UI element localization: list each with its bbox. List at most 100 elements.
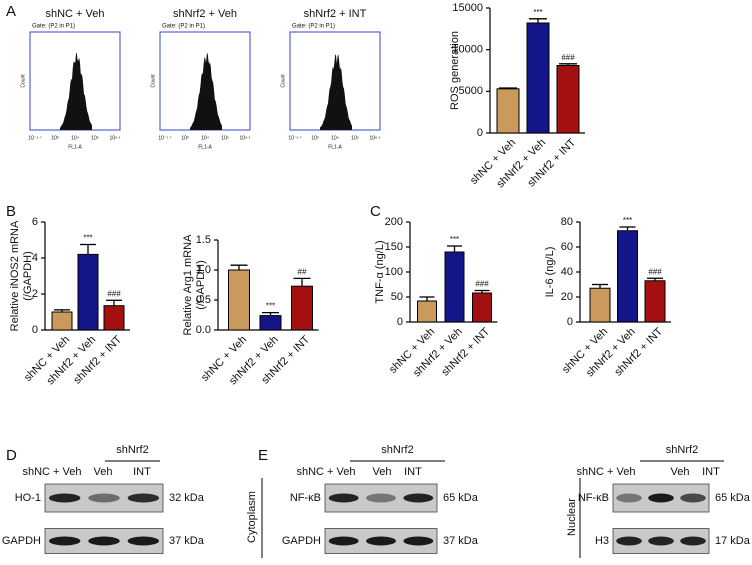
y-tick-label: 0.0 — [196, 324, 211, 336]
flow-tick-label: 10³ — [311, 135, 319, 141]
y-tick-label: 0.5 — [196, 294, 211, 306]
protein-label: NF-κB — [578, 492, 609, 504]
protein-label: HO-1 — [15, 492, 41, 504]
significance: *** — [623, 216, 632, 225]
size-label: 65 kDa — [715, 492, 751, 504]
flow-tick-label: 10⁴ — [331, 135, 339, 141]
y-tick-label: 20 — [561, 291, 573, 303]
flow-gate: Gate: (P2 in P1) — [162, 24, 205, 30]
bar — [617, 230, 638, 323]
panel-label: C — [370, 203, 381, 220]
panel-label: D — [6, 447, 17, 464]
lane-label: INT — [702, 466, 720, 478]
bar — [291, 285, 313, 331]
flow-tick-label: 10⁵ — [351, 135, 359, 141]
lane-label: shNC + Veh — [576, 466, 635, 478]
significance: *** — [266, 302, 275, 311]
compartment-label: Cytoplasm — [246, 491, 258, 543]
group-label: shNrf2 — [666, 444, 698, 456]
bar — [472, 292, 492, 323]
bar — [51, 311, 73, 331]
bar — [228, 269, 250, 331]
protein-label: GAPDH — [2, 535, 41, 547]
flow-histogram — [320, 54, 352, 130]
blot-band — [366, 536, 396, 546]
size-label: 37 kDa — [443, 535, 479, 547]
flow-tick-label: 10⁵ — [221, 135, 229, 141]
y-tick-label: 150 — [385, 241, 403, 253]
size-label: 37 kDa — [169, 535, 205, 547]
group-label: shNrf2 — [116, 444, 148, 456]
lane-label: Veh — [373, 466, 392, 478]
blot-band — [616, 536, 642, 546]
bar — [444, 251, 465, 323]
protein-label: H3 — [595, 535, 609, 547]
y-axis-label: (/GAPDH) — [22, 251, 34, 301]
blot-band — [403, 493, 434, 503]
significance: ### — [648, 267, 662, 276]
flow-tick-label: 10⁴ — [201, 135, 209, 141]
flow-xlabel: FL1-A — [328, 144, 342, 150]
flow-xlabel: FL1-A — [198, 144, 212, 150]
bar — [496, 88, 520, 134]
protein-label: NF-κB — [290, 492, 321, 504]
size-label: 17 kDa — [715, 535, 751, 547]
blot-band — [403, 536, 434, 546]
significance: ## — [298, 268, 307, 277]
flow-tick-label: 10⁵ — [91, 135, 99, 141]
bar — [526, 22, 550, 134]
blot-band — [680, 493, 706, 503]
flow-title: shNrf2 + Veh — [173, 8, 237, 20]
y-tick-label: 60 — [561, 241, 573, 253]
size-label: 32 kDa — [169, 492, 205, 504]
blot-band — [328, 536, 359, 546]
flow-tick-label: 10³ — [181, 135, 189, 141]
blot-band — [88, 493, 120, 503]
y-tick-label: 0 — [32, 324, 38, 336]
y-tick-label: 6 — [32, 216, 38, 228]
significance: *** — [450, 235, 459, 244]
flow-tick-label: 10⁶·¹ — [240, 135, 251, 141]
flow-title: shNrf2 + INT — [304, 8, 367, 20]
y-tick-label: 0 — [477, 127, 483, 139]
panel-label: A — [6, 3, 16, 20]
y-axis-label: ROS generation — [449, 31, 461, 110]
y-tick-label: 10000 — [452, 44, 483, 56]
flow-histogram — [190, 52, 222, 130]
blot-band — [648, 536, 674, 546]
flow-gate: Gate: (P2 in P1) — [32, 24, 75, 30]
lane-label: INT — [133, 466, 151, 478]
y-axis-label: IL-6 (ng/L) — [544, 247, 556, 298]
y-tick-label: 15000 — [452, 2, 483, 14]
size-label: 65 kDa — [443, 492, 479, 504]
bar — [103, 305, 125, 331]
y-tick-label: 80 — [561, 216, 573, 228]
flow-tick-label: 10⁶·¹ — [370, 135, 381, 141]
y-tick-label: 200 — [385, 216, 403, 228]
significance: *** — [533, 8, 542, 17]
y-tick-label: 0 — [397, 316, 403, 328]
bar — [259, 315, 282, 331]
flow-tick-label: 10⁻¹·⁷ — [158, 135, 172, 141]
flow-title: shNC + Veh — [45, 8, 104, 20]
y-tick-label: 2 — [32, 288, 38, 300]
y-tick-label: 40 — [561, 266, 573, 278]
blot-band — [616, 493, 642, 503]
blot-band — [88, 536, 120, 546]
significance: ### — [475, 280, 489, 289]
y-tick-label: 50 — [391, 291, 403, 303]
lane-label: shNC + Veh — [296, 466, 355, 478]
significance: ### — [561, 53, 575, 62]
y-axis-label: (/GAPDH) — [195, 260, 207, 310]
bar — [77, 253, 99, 331]
protein-label: GAPDH — [282, 535, 321, 547]
bar — [556, 65, 580, 134]
flow-xlabel: FL1-A — [68, 144, 82, 150]
flow-tick-label: 10⁴ — [71, 135, 79, 141]
lane-label: Veh — [94, 466, 113, 478]
y-tick-label: 1.0 — [196, 264, 211, 276]
lane-label: shNC + Veh — [22, 466, 81, 478]
blot-band — [48, 536, 81, 546]
blot-band — [127, 536, 160, 546]
